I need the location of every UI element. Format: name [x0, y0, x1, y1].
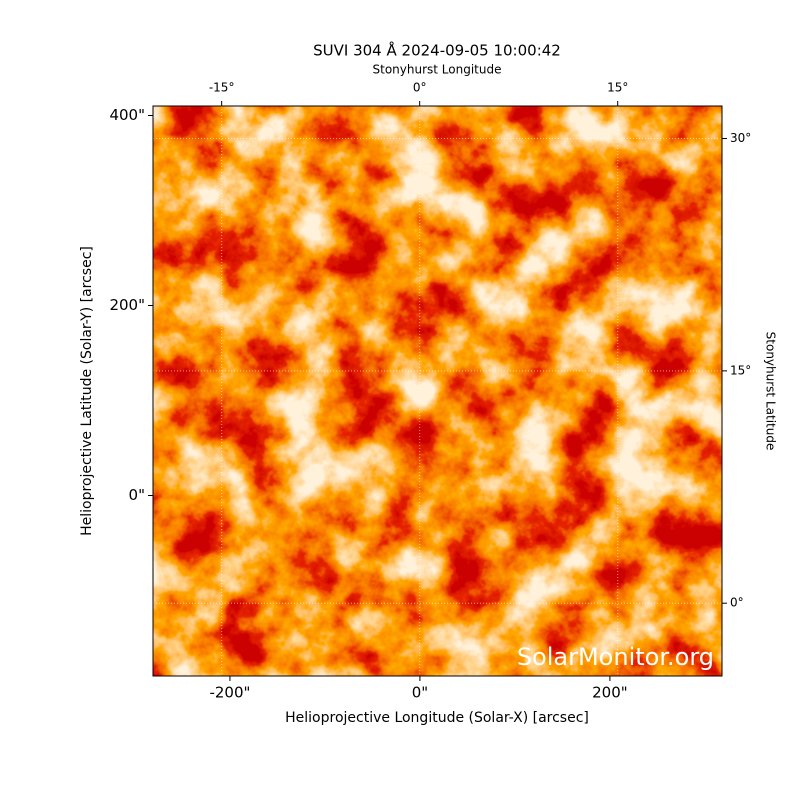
x-tick-label: 200" [592, 684, 628, 702]
watermark: SolarMonitor.org [517, 643, 714, 671]
chart-title: SUVI 304 Å 2024-09-05 10:00:42 [313, 41, 561, 60]
x2-tick-label: 15° [607, 81, 628, 95]
x-label: Helioprojective Longitude (Solar-X) [arc… [285, 710, 589, 726]
y2-tick-label: 30° [730, 131, 751, 145]
x-tick-label: -200" [209, 684, 250, 702]
image-area [153, 106, 722, 676]
x2-tick-label: 0° [413, 81, 427, 95]
y2-label: Stonyhurst Latitude [764, 332, 778, 451]
y2-tick-label: 0° [730, 596, 744, 610]
y-tick-label: 400" [109, 106, 145, 124]
x-tick-label: 0" [412, 684, 428, 702]
y-tick-label: 200" [109, 296, 145, 314]
x2-tick-label: -15° [209, 81, 235, 95]
solar-image [153, 106, 722, 676]
y-tick-label: 0" [129, 486, 145, 504]
y-label: Helioprojective Latitude (Solar-Y) [arcs… [79, 246, 95, 536]
x2-label: Stonyhurst Longitude [373, 63, 502, 77]
y2-tick-label: 15° [730, 363, 751, 377]
